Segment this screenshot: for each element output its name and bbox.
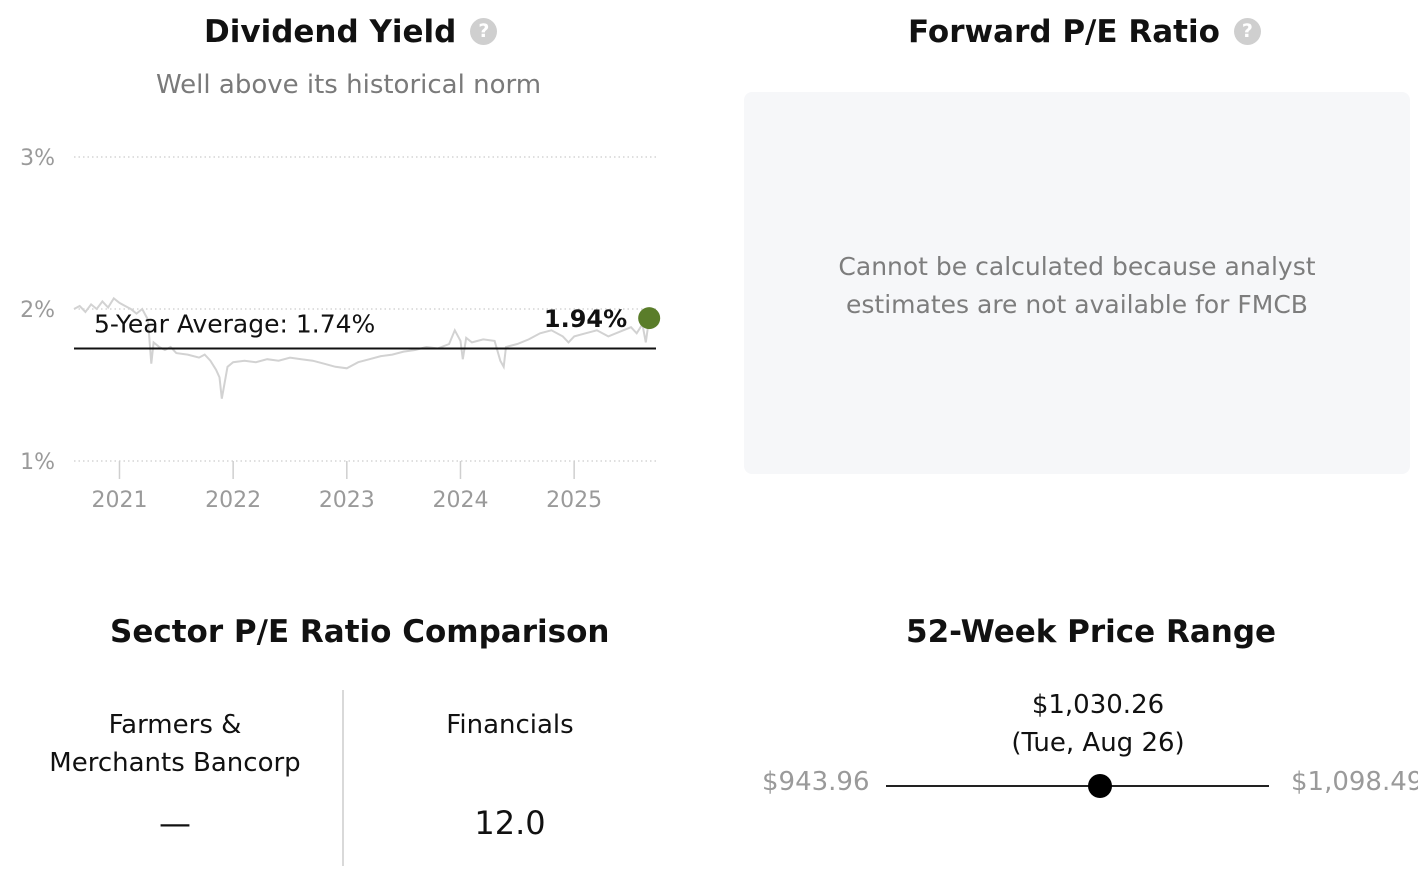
y-tick-label: 2%	[20, 298, 55, 323]
y-tick-label: 1%	[20, 450, 55, 475]
current-price-date: (Tue, Aug 26)	[1011, 728, 1185, 758]
range-high: $1,098.49	[1291, 767, 1418, 797]
current-price-label: $1,030.26 (Tue, Aug 26)	[948, 686, 1248, 762]
range-low: $943.96	[762, 767, 870, 797]
company-label: Farmers & Merchants Bancorp	[49, 710, 301, 778]
y-tick-label: 3%	[20, 146, 55, 171]
price-range-title: 52-Week Price Range	[906, 614, 1277, 650]
dividend-yield-chart: 1% 2% 3% 2021 2022 2023 2024 2025 5-Year Average…	[20, 146, 661, 513]
yield-series-line	[73, 296, 651, 399]
sector-pe-value: 12.0	[474, 804, 546, 842]
average-label: 5-Year Average: 1.74%	[94, 310, 375, 339]
forward-pe-title: Forward P/E Ratio?	[908, 14, 1261, 50]
x-tick-label: 2025	[546, 488, 602, 513]
sector-label: Financials	[446, 710, 574, 740]
range-track	[886, 785, 1269, 787]
column-divider	[342, 690, 344, 866]
sector-pe-title: Sector P/E Ratio Comparison	[110, 614, 610, 650]
company-pe-value: —	[159, 804, 191, 842]
question-circle-icon[interactable]: ?	[470, 18, 498, 45]
dividend-yield-title-text: Dividend Yield	[204, 14, 457, 50]
question-circle-icon[interactable]: ?	[1233, 18, 1261, 45]
forward-pe-title-text: Forward P/E Ratio	[908, 14, 1220, 50]
x-tick-label: 2024	[432, 488, 488, 513]
dividend-yield-title: Dividend Yield?	[204, 14, 498, 50]
forward-pe-unavailable-message: Cannot be calculated because analyst est…	[838, 252, 1316, 319]
current-yield-dot	[638, 307, 661, 330]
current-price: $1,030.26	[1031, 690, 1165, 720]
forward-pe-unavailable-box: Cannot be calculated because analyst est…	[744, 92, 1410, 474]
current-yield-label: 1.94%	[544, 305, 627, 333]
x-tick-label: 2022	[205, 488, 261, 513]
dividend-yield-subtitle: Well above its historical norm	[156, 70, 542, 100]
x-tick-label: 2023	[319, 488, 375, 513]
x-tick-label: 2021	[91, 488, 147, 513]
current-price-marker	[1087, 774, 1112, 798]
